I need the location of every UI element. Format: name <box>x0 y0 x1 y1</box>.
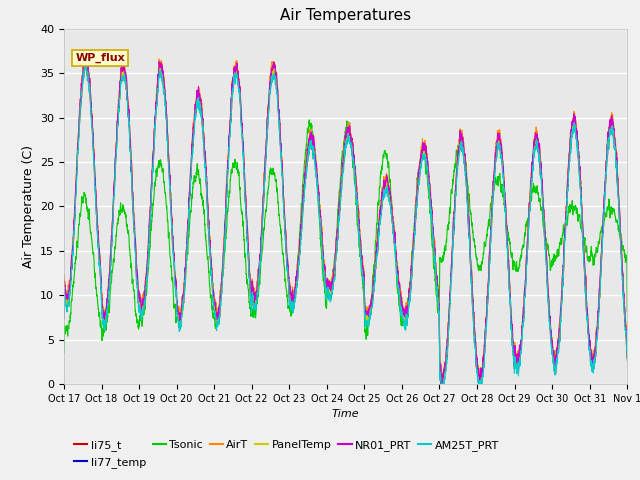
Legend: li75_t, li77_temp, Tsonic, AirT, PanelTemp, NR01_PRT, AM25T_PRT: li75_t, li77_temp, Tsonic, AirT, PanelTe… <box>70 436 503 472</box>
X-axis label: Time: Time <box>332 409 360 419</box>
Text: WP_flux: WP_flux <box>76 53 125 63</box>
Title: Air Temperatures: Air Temperatures <box>280 9 411 24</box>
Y-axis label: Air Temperature (C): Air Temperature (C) <box>22 145 35 268</box>
